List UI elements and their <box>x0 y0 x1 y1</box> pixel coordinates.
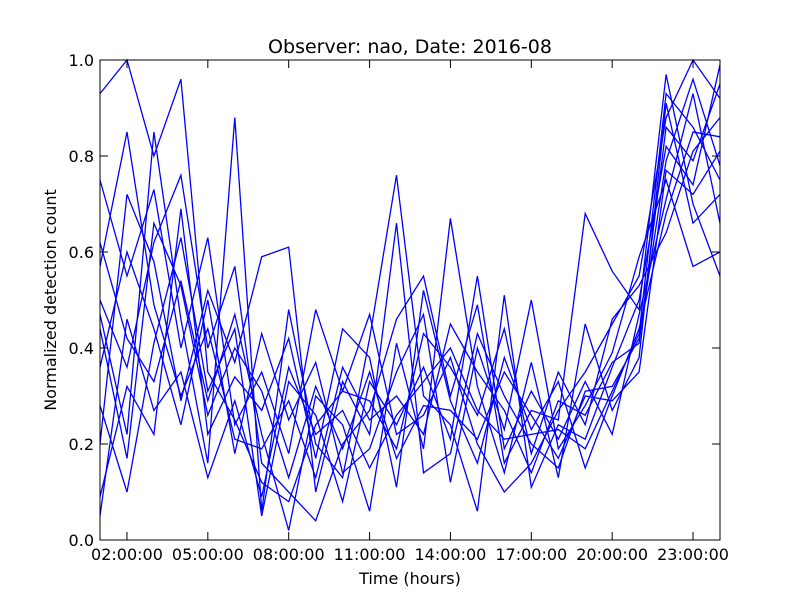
y-tick-label: 0.4 <box>69 339 94 358</box>
x-axis-label: Time (hours) <box>358 569 461 588</box>
x-tick-label: 17:00:00 <box>495 545 567 564</box>
plot-area <box>99 58 721 531</box>
x-tick-label: 20:00:00 <box>576 545 648 564</box>
x-axis: 02:00:00 05:00:00 08:00:00 11:00:00 14:00:00… <box>91 60 729 564</box>
y-tick-label: 1.0 <box>69 51 94 70</box>
series-line-4 <box>99 64 721 512</box>
x-tick-label: 02:00:00 <box>91 545 163 564</box>
series-line-2 <box>99 77 721 493</box>
series-line-5 <box>99 177 721 483</box>
series-line-12 <box>99 91 721 517</box>
x-tick-label: 23:00:00 <box>657 545 729 564</box>
chart-title: Observer: nao, Date: 2016-08 <box>268 36 552 58</box>
y-tick-label: 0.0 <box>69 531 94 550</box>
x-tick-label: 08:00:00 <box>253 545 325 564</box>
y-axis: 0.0 0.2 0.4 0.6 0.8 1.0 <box>69 51 720 550</box>
x-tick-label: 11:00:00 <box>334 545 406 564</box>
plot-frame <box>99 59 721 541</box>
x-tick-label: 05:00:00 <box>172 545 244 564</box>
series-line-9 <box>99 93 721 517</box>
y-tick-label: 0.2 <box>69 435 94 454</box>
x-tick-label: 14:00:00 <box>415 545 487 564</box>
y-tick-label: 0.6 <box>69 243 94 262</box>
series-line-11 <box>99 150 721 480</box>
series-line-10 <box>99 83 721 480</box>
y-axis-label: Normalized detection count <box>41 189 60 411</box>
series-line-8 <box>99 117 721 457</box>
y-tick-label: 0.8 <box>69 147 94 166</box>
